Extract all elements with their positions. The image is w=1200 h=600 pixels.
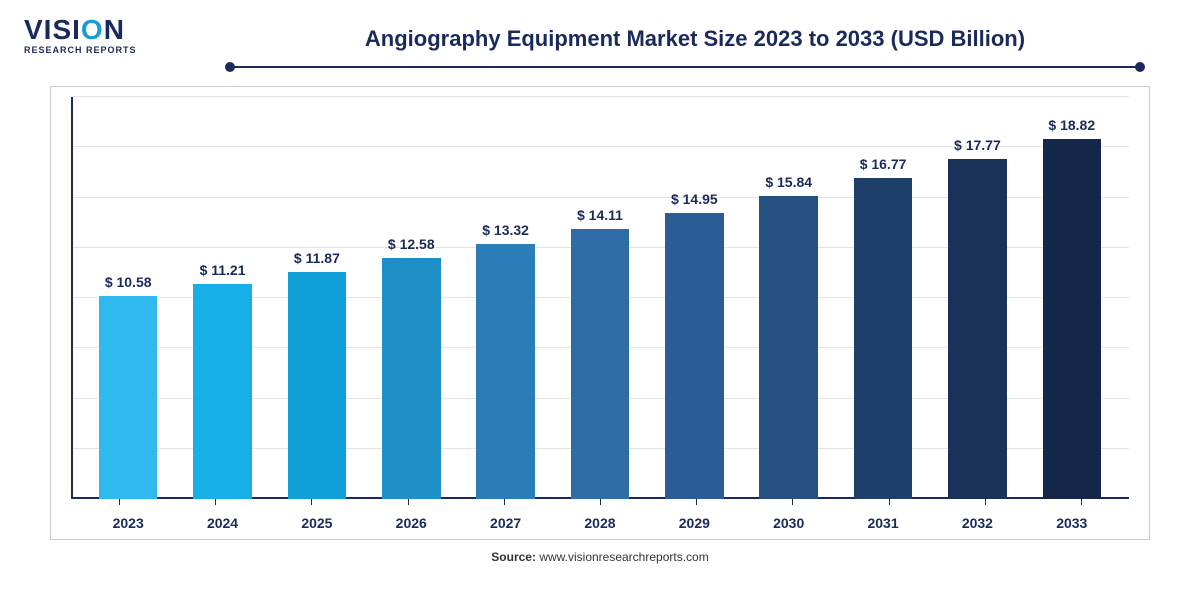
bar-value-label: $ 14.95	[671, 191, 718, 207]
logo-text-post: N	[104, 14, 125, 45]
x-tick	[696, 499, 697, 505]
x-axis-label: 2030	[742, 515, 836, 531]
logo-main: VISION	[24, 16, 137, 44]
bars-group: $ 10.58 $ 11.21 $ 11.87 $ 12.58 $ 13.32 $ 14.…	[81, 97, 1119, 499]
bar-value-label: $ 10.58	[105, 274, 152, 290]
bar-value-label: $ 15.84	[765, 174, 812, 190]
logo-text-accent: O	[81, 14, 104, 45]
bar-column: $ 14.11	[553, 97, 647, 499]
bar	[1043, 139, 1102, 499]
bar	[193, 284, 252, 499]
x-tick	[600, 499, 601, 505]
x-tick	[504, 499, 505, 505]
x-tick	[119, 499, 120, 505]
bar	[571, 229, 630, 499]
x-tick	[1081, 499, 1082, 505]
x-axis-label: 2029	[647, 515, 741, 531]
bar-column: $ 15.84	[742, 97, 836, 499]
bar-column: $ 13.32	[458, 97, 552, 499]
bar	[99, 296, 158, 499]
x-tick	[792, 499, 793, 505]
source-citation: Source: www.visionresearchreports.com	[0, 550, 1200, 564]
x-axis-label: 2025	[270, 515, 364, 531]
bar	[382, 258, 441, 499]
bar-value-label: $ 17.77	[954, 137, 1001, 153]
x-axis-label: 2024	[175, 515, 269, 531]
source-text: www.visionresearchreports.com	[539, 550, 708, 564]
bar	[476, 244, 535, 499]
logo-subtext: RESEARCH REPORTS	[24, 46, 137, 55]
bar-column: $ 14.95	[647, 97, 741, 499]
x-tick	[311, 499, 312, 505]
logo-text-pre: VISI	[24, 14, 81, 45]
bar	[665, 213, 724, 499]
x-axis-label: 2027	[458, 515, 552, 531]
bar-value-label: $ 11.87	[294, 250, 340, 266]
bar-column: $ 18.82	[1025, 97, 1119, 499]
bar	[288, 272, 347, 499]
chart-container: $ 10.58 $ 11.21 $ 11.87 $ 12.58 $ 13.32 $ 14.…	[50, 86, 1150, 540]
y-axis	[71, 97, 73, 499]
bar-value-label: $ 12.58	[388, 236, 435, 252]
x-axis-label: 2028	[553, 515, 647, 531]
bar-column: $ 16.77	[836, 97, 930, 499]
bar-value-label: $ 16.77	[860, 156, 907, 172]
brand-logo: VISION RESEARCH REPORTS	[24, 16, 137, 55]
chart-title: Angiography Equipment Market Size 2023 t…	[230, 26, 1160, 52]
title-divider	[230, 66, 1140, 68]
bar-column: $ 10.58	[81, 97, 175, 499]
x-tick	[889, 499, 890, 505]
x-axis-label: 2031	[836, 515, 930, 531]
bar-value-label: $ 14.11	[577, 207, 623, 223]
bar	[854, 178, 913, 499]
x-axis-label: 2033	[1025, 515, 1119, 531]
bar-value-label: $ 18.82	[1048, 117, 1095, 133]
bar-column: $ 17.77	[930, 97, 1024, 499]
x-tick	[215, 499, 216, 505]
x-axis-label: 2032	[930, 515, 1024, 531]
bar-value-label: $ 13.32	[482, 222, 529, 238]
source-label: Source:	[491, 550, 536, 564]
bar-column: $ 12.58	[364, 97, 458, 499]
x-axis-label: 2026	[364, 515, 458, 531]
x-tick	[985, 499, 986, 505]
x-axis-label: 2023	[81, 515, 175, 531]
bar	[759, 196, 818, 499]
bar-column: $ 11.87	[270, 97, 364, 499]
x-axis-labels: 2023202420252026202720282029203020312032…	[81, 515, 1119, 531]
bar-value-label: $ 11.21	[200, 262, 246, 278]
plot-area: $ 10.58 $ 11.21 $ 11.87 $ 12.58 $ 13.32 $ 14.…	[71, 97, 1129, 499]
bar-column: $ 11.21	[175, 97, 269, 499]
x-tick	[408, 499, 409, 505]
bar	[948, 159, 1007, 499]
